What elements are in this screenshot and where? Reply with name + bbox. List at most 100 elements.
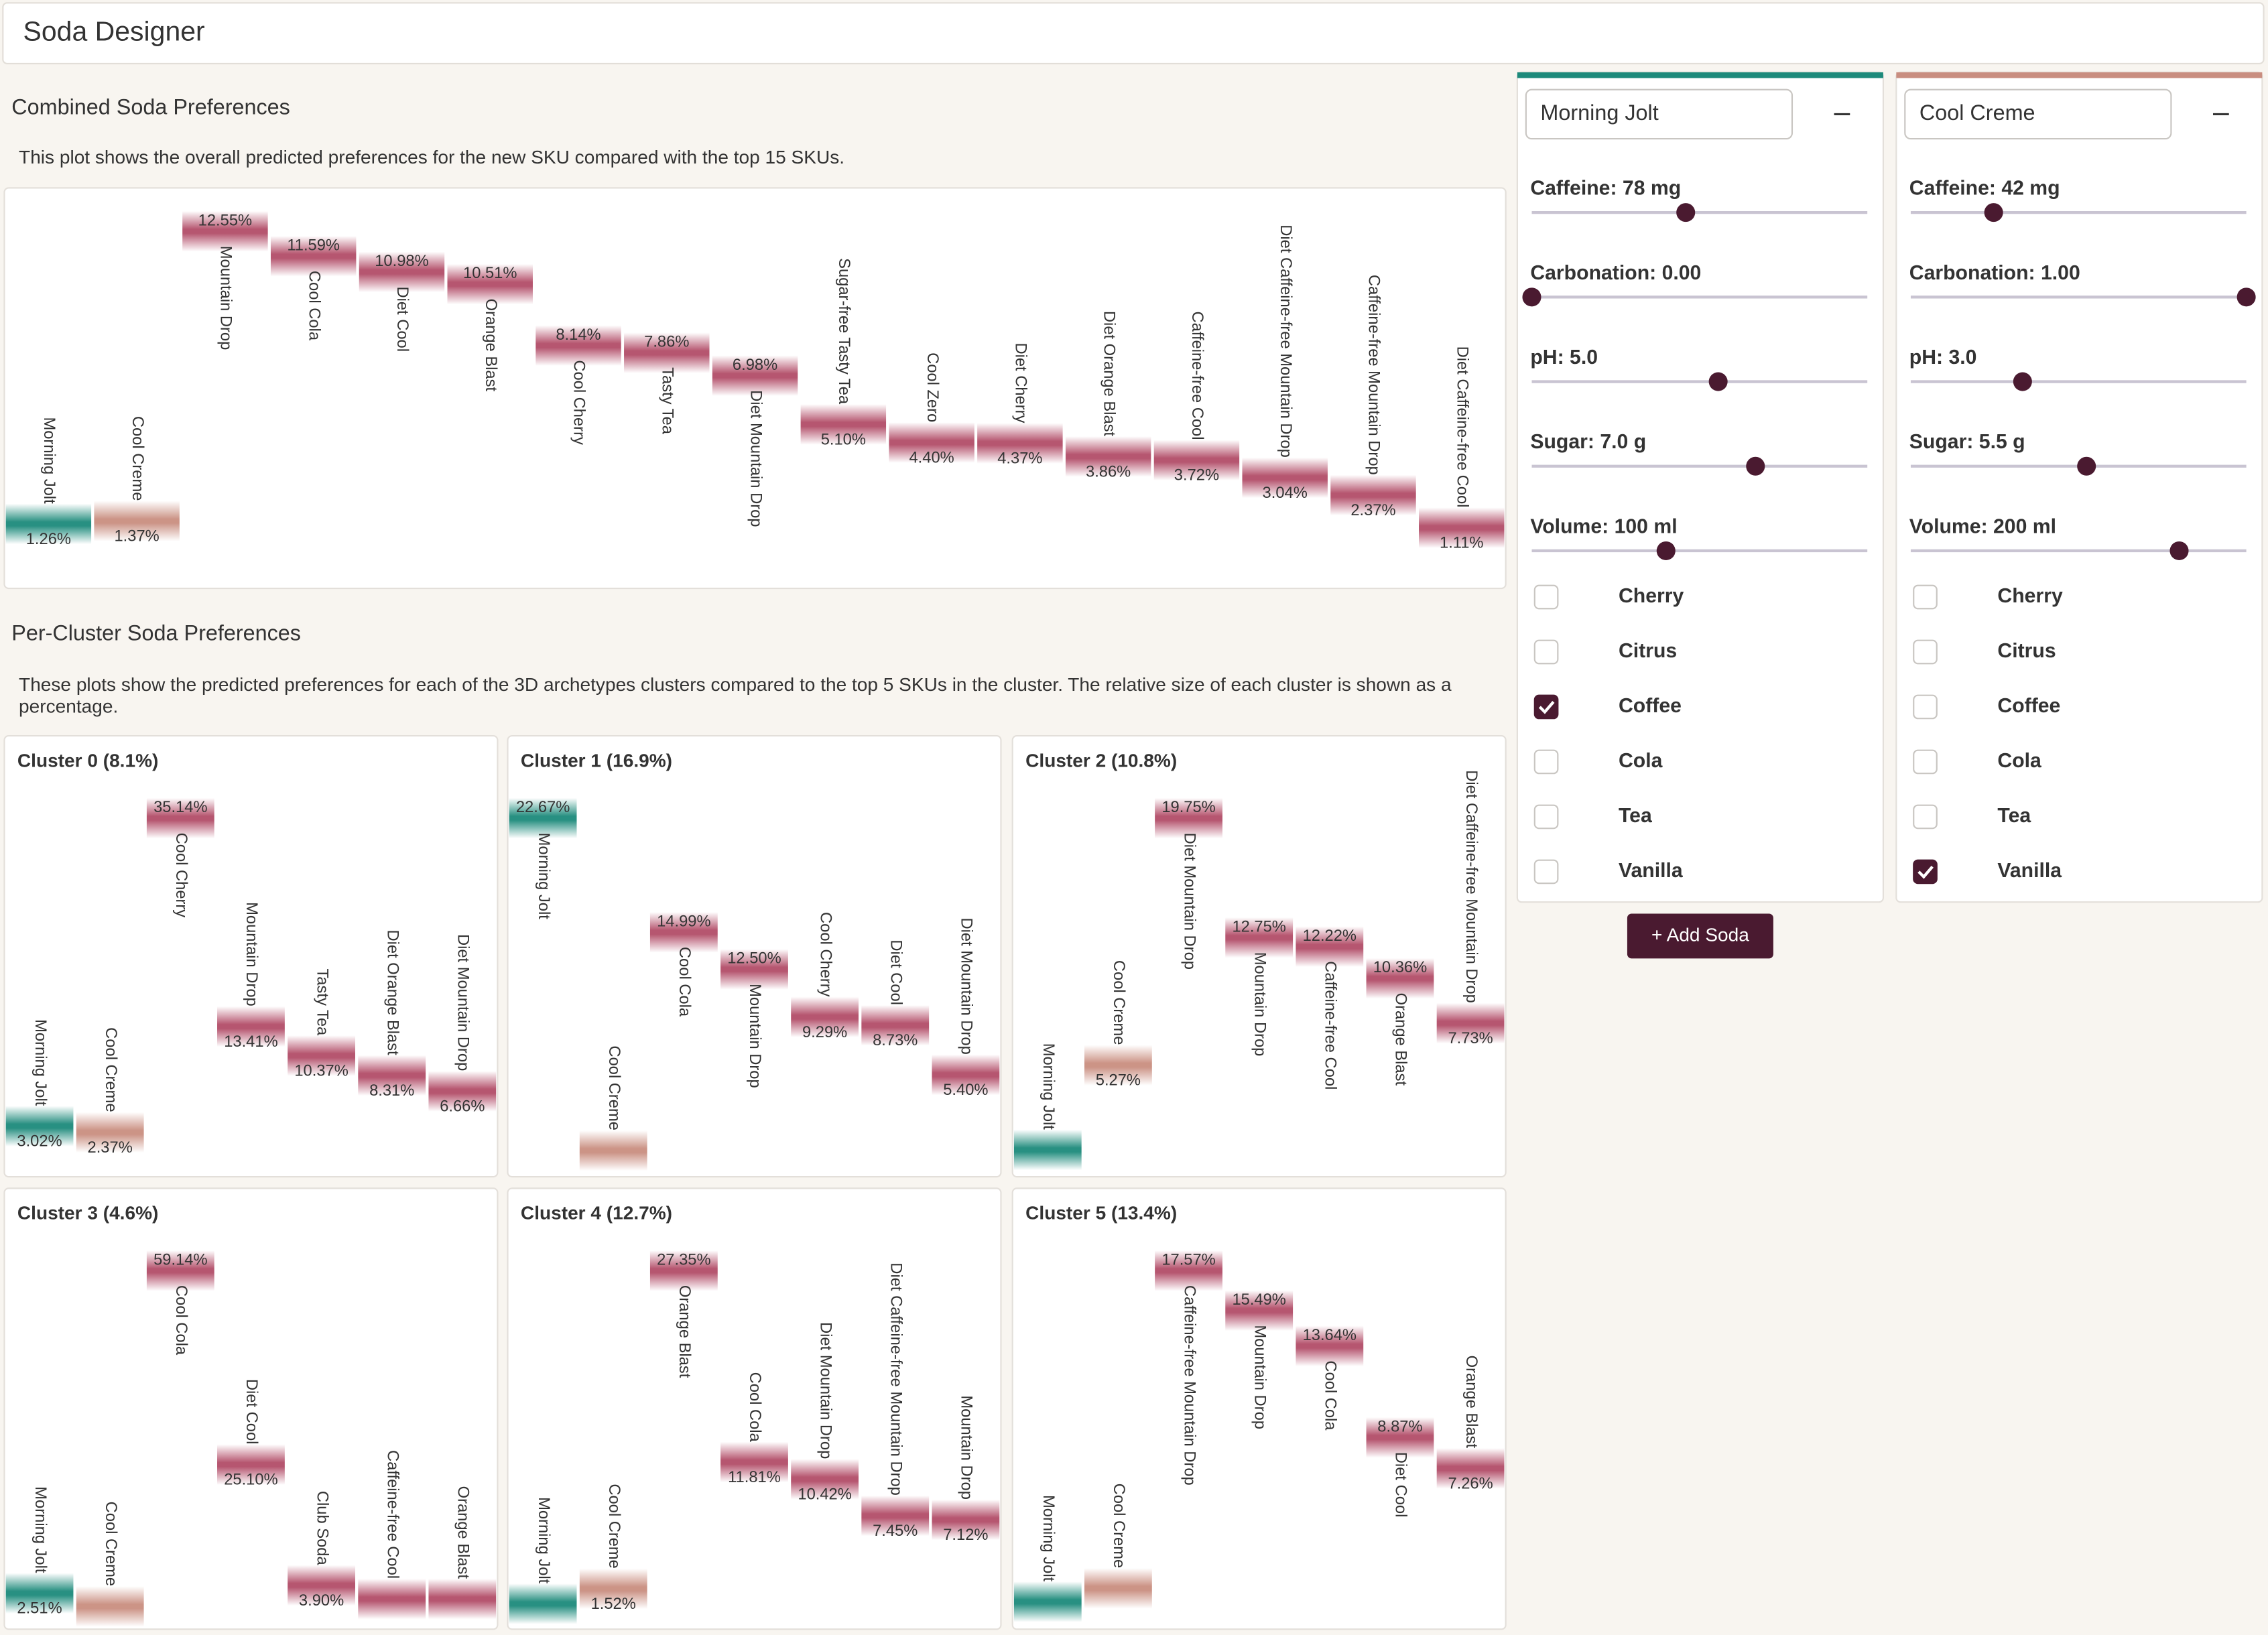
- bar: [1330, 474, 1416, 516]
- category-label: Morning Jolt: [535, 1497, 552, 1584]
- category-label: Mountain Drop: [1251, 952, 1268, 1057]
- app-title: Soda Designer: [23, 15, 205, 46]
- bar: [649, 912, 718, 953]
- category-label: Cool Zero: [924, 352, 941, 422]
- category-label: Cool Creme: [102, 1502, 119, 1587]
- checkbox-label: Coffee: [1619, 695, 1682, 717]
- checkbox[interactable]: [1913, 584, 1938, 610]
- bar: [861, 1495, 930, 1536]
- category-label: Mountain Drop: [243, 902, 260, 1006]
- value-label: 3.90%: [299, 1592, 344, 1610]
- bar: [1084, 1045, 1152, 1086]
- category-label: Cool Cola: [676, 947, 693, 1017]
- bar: [1065, 436, 1151, 477]
- bar: [536, 325, 621, 366]
- value-label: 14.99%: [657, 913, 710, 931]
- slider-knob[interactable]: [2169, 541, 2189, 560]
- bar: [5, 1573, 74, 1614]
- slider-knob[interactable]: [1522, 287, 1541, 307]
- checkbox[interactable]: [1913, 859, 1938, 885]
- category-label: Cool Creme: [1110, 1484, 1127, 1569]
- bar: [1366, 1417, 1434, 1458]
- checkbox-label: Citrus: [1619, 640, 1677, 662]
- value-label: 8.73%: [873, 1032, 918, 1049]
- slider-knob[interactable]: [2013, 372, 2032, 391]
- slider-knob[interactable]: [2077, 456, 2096, 476]
- checkbox[interactable]: [1533, 859, 1559, 885]
- category-label: Mountain Drop: [1251, 1325, 1268, 1429]
- bar: [889, 422, 974, 463]
- category-label: Club Soda: [313, 1491, 330, 1566]
- slider-label: Carbonation: 1.00: [1909, 262, 2080, 284]
- value-label: 3.72%: [1174, 467, 1219, 484]
- category-label: Diet Orange Blast: [1100, 311, 1117, 437]
- checkbox[interactable]: [1913, 804, 1938, 830]
- checkbox-label: Cherry: [1997, 585, 2063, 607]
- category-label: Tasty Tea: [313, 968, 330, 1036]
- add-soda-button[interactable]: [1627, 913, 1773, 959]
- value-label: 12.75%: [1232, 918, 1285, 935]
- header-bar: [2, 2, 2265, 65]
- chart-panel: [1011, 1187, 1507, 1630]
- category-label: Cool Creme: [1110, 960, 1127, 1045]
- bar: [1296, 926, 1364, 967]
- checkbox[interactable]: [1533, 749, 1559, 775]
- slider-knob[interactable]: [1676, 203, 1696, 222]
- category-label: Cool Cherry: [816, 912, 834, 997]
- bar: [76, 1586, 144, 1627]
- bar: [1013, 1129, 1082, 1171]
- slider-knob[interactable]: [1708, 372, 1728, 391]
- checkbox[interactable]: [1533, 694, 1559, 720]
- category-label: Diet Mountain Drop: [958, 918, 975, 1055]
- description-text: These plots show the predicted preferenc…: [19, 673, 1452, 718]
- checkbox[interactable]: [1913, 639, 1938, 665]
- bar: [359, 251, 445, 293]
- bar: [5, 503, 92, 545]
- name-input[interactable]: [1904, 88, 2172, 140]
- bar: [1155, 1250, 1222, 1291]
- bar: [358, 1579, 426, 1620]
- section-title: Per-Cluster Soda Preferences: [11, 621, 301, 645]
- category-label: Orange Blast: [676, 1285, 693, 1378]
- value-label: 3.04%: [1263, 484, 1308, 502]
- name-input[interactable]: [1525, 88, 1793, 140]
- value-label: 2.37%: [88, 1139, 133, 1157]
- category-label: Cool Creme: [605, 1484, 623, 1569]
- slider-knob[interactable]: [1984, 203, 2003, 222]
- bar: [579, 1130, 647, 1171]
- slider-label: pH: 3.0: [1909, 346, 1977, 369]
- checkbox[interactable]: [1913, 694, 1938, 720]
- checkbox[interactable]: [1913, 749, 1938, 775]
- checkbox[interactable]: [1533, 639, 1559, 665]
- value-label: 10.42%: [798, 1486, 851, 1503]
- bar: [1436, 1002, 1505, 1044]
- category-label: Caffeine-free Cool: [383, 1450, 401, 1579]
- slider-knob[interactable]: [2236, 287, 2256, 307]
- bar: [509, 1583, 577, 1624]
- slider-knob[interactable]: [1746, 456, 1765, 476]
- slider-knob[interactable]: [1656, 541, 1676, 560]
- checkbox[interactable]: [1533, 804, 1559, 830]
- checkbox-label: Cola: [1997, 750, 2041, 772]
- bar: [720, 949, 788, 990]
- value-label: 13.41%: [224, 1033, 277, 1051]
- bar: [146, 1250, 214, 1291]
- section-description: This plot shows the overall predicted pr…: [19, 146, 844, 168]
- bar: [791, 1459, 859, 1500]
- section-description: These plots show the predicted preferenc…: [19, 673, 1452, 718]
- category-label: Orange Blast: [482, 299, 499, 392]
- name-input-text: Morning Jolt: [1540, 101, 1658, 125]
- checkbox-label: Vanilla: [1997, 860, 2062, 882]
- checkbox[interactable]: [1533, 584, 1559, 610]
- value-label: 5.40%: [943, 1082, 988, 1099]
- value-label: 4.40%: [909, 449, 954, 466]
- category-label: Cool Cola: [305, 271, 322, 341]
- bar: [1366, 958, 1434, 999]
- value-label: 10.36%: [1373, 959, 1427, 976]
- slider-label: Sugar: 7.0 g: [1530, 431, 1646, 453]
- bar: [624, 332, 710, 373]
- category-label: Cool Creme: [129, 416, 146, 501]
- value-label: 12.22%: [1303, 927, 1357, 945]
- name-input-text: Cool Creme: [1919, 101, 2035, 125]
